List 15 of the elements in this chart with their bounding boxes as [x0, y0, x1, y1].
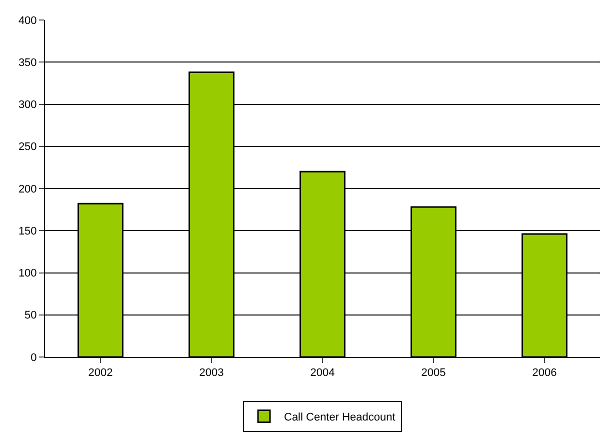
- legend-label: Call Center Headcount: [284, 412, 396, 424]
- x-tick-label: 2002: [88, 367, 113, 380]
- y-tick-label: 100: [18, 268, 37, 280]
- x-tick-label: 2004: [310, 367, 335, 380]
- y-tick-label: 150: [18, 225, 37, 238]
- y-tick-label: 300: [18, 99, 37, 112]
- y-tick-label: 400: [18, 14, 37, 27]
- x-tick-label: 2005: [421, 367, 446, 380]
- x-tick-label: 2006: [532, 367, 557, 380]
- x-tick-label: 2003: [199, 367, 224, 380]
- y-tick-label: 50: [24, 310, 37, 322]
- y-tick-label: 250: [18, 141, 37, 154]
- y-tick-label: 200: [18, 183, 37, 196]
- y-tick-label: 350: [18, 56, 37, 69]
- y-tick-label: 0: [30, 352, 37, 364]
